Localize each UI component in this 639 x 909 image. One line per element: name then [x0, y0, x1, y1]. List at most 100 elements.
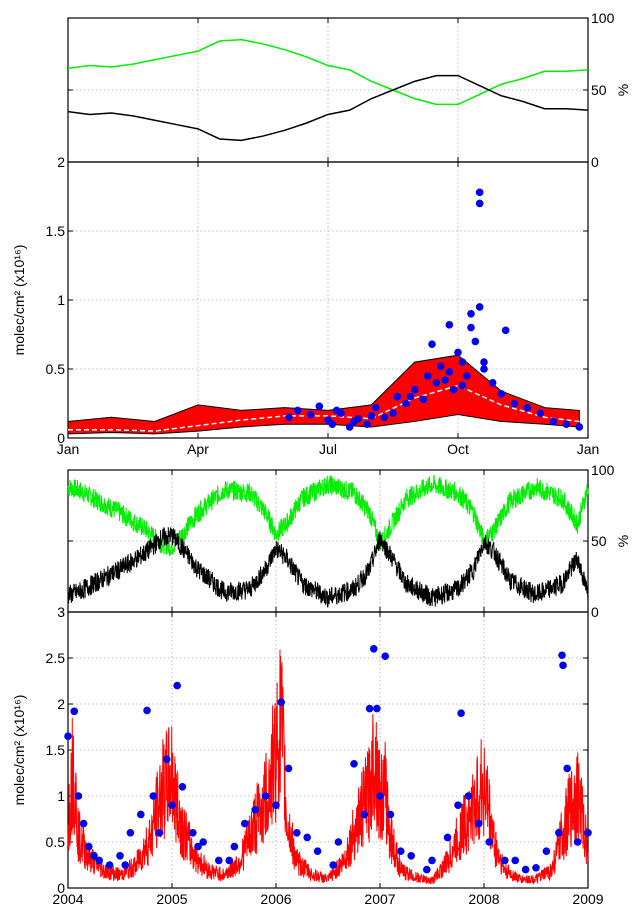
data-point — [432, 379, 441, 387]
data-point — [397, 847, 405, 855]
y-tick-label: 1 — [57, 292, 65, 308]
y-tick-label: 1.5 — [46, 223, 66, 239]
x-tick-label: Oct — [447, 441, 469, 457]
data-point — [155, 829, 164, 837]
data-point — [168, 801, 176, 809]
panel-multiyear-percent: 0 50 100% — [67, 462, 631, 620]
data-point — [389, 409, 397, 417]
data-point — [511, 856, 519, 865]
data-point — [480, 358, 488, 366]
data-point — [445, 367, 454, 376]
x-tick-label: Jul — [319, 441, 337, 457]
series-line-1 — [67, 74, 589, 142]
data-point — [306, 410, 315, 419]
data-point — [454, 801, 462, 809]
data-point — [285, 413, 293, 422]
data-point — [329, 861, 338, 869]
data-point — [241, 819, 249, 828]
data-point — [549, 417, 558, 426]
series-line-0 — [67, 649, 589, 885]
x-tick-label: 2004 — [52, 891, 83, 907]
data-point — [458, 381, 467, 390]
data-point — [225, 856, 233, 865]
data-point — [488, 379, 497, 387]
data-point — [315, 402, 324, 411]
data-point — [105, 861, 114, 869]
data-point — [70, 707, 79, 716]
data-point — [121, 861, 129, 869]
data-point — [510, 399, 519, 408]
data-point — [467, 323, 475, 332]
data-point — [277, 698, 286, 706]
y-tick-label: 1 — [57, 788, 65, 804]
data-point — [475, 188, 484, 197]
data-point — [393, 392, 402, 401]
data-point — [350, 417, 358, 426]
x-tick-label: 2007 — [364, 891, 395, 907]
data-point — [373, 704, 381, 713]
data-point — [64, 732, 72, 740]
y-tick-label: 2 — [57, 696, 65, 712]
data-point — [143, 706, 151, 715]
data-point — [449, 385, 458, 394]
data-point — [95, 856, 103, 865]
data-point — [480, 365, 488, 373]
x-tick-label: Jan — [57, 441, 80, 457]
data-point — [428, 340, 436, 348]
data-point — [380, 413, 389, 422]
data-point — [332, 406, 341, 415]
data-point — [501, 326, 510, 335]
y-tick-label: 3 — [57, 604, 65, 620]
data-point — [215, 856, 223, 865]
data-point — [386, 810, 395, 819]
y-tick-label: 0 — [57, 430, 65, 446]
data-point — [367, 412, 376, 420]
data-point — [562, 420, 571, 429]
y-tick-label: 0 — [591, 154, 599, 170]
median-line — [68, 384, 580, 432]
data-point — [149, 792, 158, 800]
x-tick-label: 2009 — [572, 891, 603, 907]
data-point — [334, 838, 343, 846]
data-point — [293, 829, 301, 837]
data-point — [521, 865, 530, 874]
y-tick-label: 2 — [57, 154, 65, 170]
data-point — [475, 303, 484, 311]
data-point — [293, 406, 302, 415]
data-point — [303, 833, 312, 842]
y-tick-label: 0 — [57, 880, 65, 896]
data-point — [563, 764, 571, 773]
x-tick-label: 2006 — [260, 891, 291, 907]
y-axis-label-right: % — [615, 84, 631, 96]
data-point — [443, 833, 452, 842]
data-point — [137, 810, 145, 819]
data-point — [575, 423, 584, 431]
y-tick-label: 0.5 — [46, 834, 66, 850]
data-point — [261, 792, 270, 800]
data-point — [428, 856, 436, 865]
data-point — [406, 392, 415, 401]
data-point — [441, 376, 449, 384]
data-point — [457, 709, 465, 717]
y-tick-label: 0 — [591, 604, 599, 620]
data-point — [163, 755, 171, 763]
data-point — [573, 838, 582, 846]
data-point — [126, 829, 135, 837]
series-line-1 — [67, 526, 589, 608]
x-tick-label: Apr — [187, 441, 209, 457]
panel-seasonal-column: 0 0.5 1 1.5 2 Jan Apr Jul Oct Jan molec/cm² (x10¹⁶… — [11, 154, 599, 457]
data-point — [464, 792, 473, 800]
x-tick-label: Jan — [577, 441, 600, 457]
panel-seasonal-percent: 0 50 100% — [67, 10, 631, 170]
data-point — [85, 842, 93, 851]
y-tick-label: 100 — [591, 462, 615, 478]
data-point — [365, 704, 374, 713]
data-point — [532, 863, 540, 872]
data-point — [116, 852, 124, 860]
data-point — [485, 838, 494, 846]
data-point — [475, 819, 483, 828]
data-point — [189, 829, 197, 837]
y-axis-label: molec/cm² (x10¹⁶) — [11, 245, 27, 356]
data-point — [328, 420, 337, 429]
y-tick-label: 1.5 — [46, 742, 66, 758]
